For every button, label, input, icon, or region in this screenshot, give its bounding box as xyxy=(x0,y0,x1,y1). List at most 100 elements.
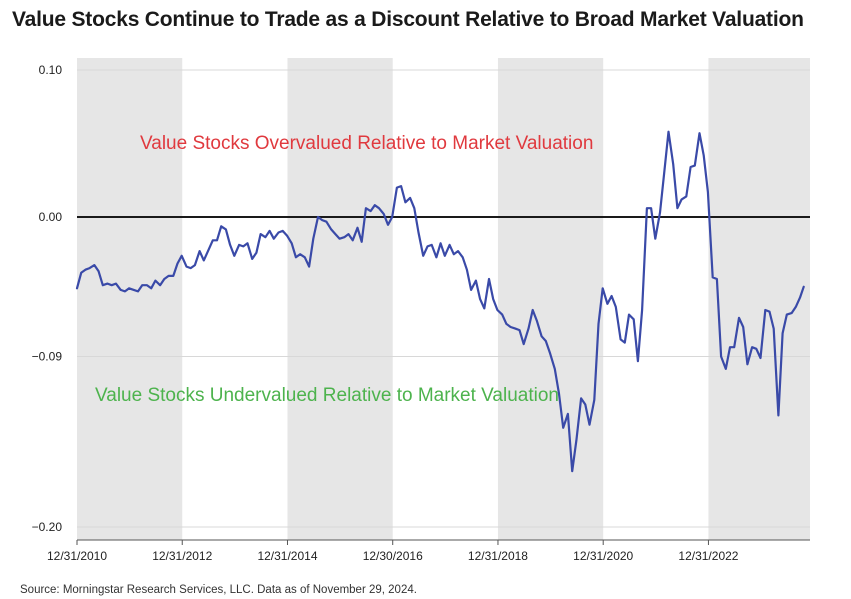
x-tick-label: 12/31/2020 xyxy=(573,549,633,563)
x-tick-label: 12/30/2016 xyxy=(363,549,423,563)
data-point xyxy=(545,340,547,342)
data-point xyxy=(124,290,126,292)
data-point xyxy=(409,197,411,199)
y-tick-label: −0.20 xyxy=(32,520,63,534)
data-point xyxy=(317,216,319,218)
y-tick-label: 0.00 xyxy=(39,210,63,224)
data-point xyxy=(268,230,271,232)
data-point xyxy=(343,236,345,238)
data-point xyxy=(444,255,446,257)
data-point xyxy=(194,264,196,266)
data-point xyxy=(672,163,674,165)
annotations: Value Stocks Overvalued Relative to Mark… xyxy=(95,133,593,406)
data-point xyxy=(89,267,91,269)
x-tick-label: 12/31/2012 xyxy=(152,549,212,563)
data-point xyxy=(225,228,227,230)
data-point xyxy=(76,287,78,289)
data-point xyxy=(611,295,613,297)
data-point xyxy=(606,303,609,305)
data-point xyxy=(338,238,341,240)
y-tick-label: 0.10 xyxy=(39,63,63,77)
data-point xyxy=(479,298,481,300)
data-point xyxy=(536,320,538,322)
data-point xyxy=(597,323,600,325)
data-point xyxy=(106,283,109,285)
data-point xyxy=(154,279,157,282)
data-point xyxy=(308,266,310,268)
data-point xyxy=(264,236,266,238)
data-point xyxy=(387,224,389,226)
x-tick-label: 12/31/2018 xyxy=(468,549,528,563)
data-point xyxy=(273,238,275,240)
data-point xyxy=(654,238,656,240)
y-axis: 0.10 0.00 −0.09 −0.20 xyxy=(32,63,63,534)
data-point xyxy=(615,306,617,308)
data-point xyxy=(646,207,648,209)
data-point xyxy=(633,318,635,320)
data-point xyxy=(426,245,429,248)
overvalued-annotation: Value Stocks Overvalued Relative to Mark… xyxy=(140,133,593,154)
undervalued-annotation: Value Stocks Undervalued Relative to Mar… xyxy=(95,385,559,406)
data-point xyxy=(233,255,235,257)
gridlines xyxy=(77,69,810,528)
data-point xyxy=(84,269,87,271)
data-point xyxy=(681,198,683,200)
data-point xyxy=(593,399,595,401)
data-point xyxy=(435,256,437,258)
data-point xyxy=(558,393,560,395)
data-point xyxy=(150,287,152,289)
shaded-band-2 xyxy=(287,58,393,540)
data-point xyxy=(111,284,113,286)
data-point xyxy=(97,270,100,272)
data-point xyxy=(391,216,393,218)
data-point xyxy=(518,329,521,331)
data-point xyxy=(725,368,727,370)
data-point xyxy=(378,207,380,209)
data-point xyxy=(483,307,485,310)
data-point xyxy=(628,314,630,316)
data-point xyxy=(93,264,95,266)
data-point xyxy=(321,219,323,221)
x-tick-label: 12/31/2022 xyxy=(678,549,738,563)
x-tick-label: 12/31/2010 xyxy=(47,549,107,563)
data-point xyxy=(457,250,459,252)
data-point xyxy=(733,346,735,348)
data-point xyxy=(404,201,406,203)
data-point xyxy=(676,207,678,209)
data-point xyxy=(199,250,201,252)
data-point xyxy=(712,276,714,279)
data-point xyxy=(260,233,262,235)
data-point xyxy=(172,275,174,277)
data-point xyxy=(602,287,604,289)
data-point xyxy=(370,210,372,212)
data-point xyxy=(716,278,718,280)
data-point xyxy=(720,355,722,358)
data-point xyxy=(159,284,161,286)
data-point xyxy=(413,207,415,209)
chart-title: Value Stocks Continue to Trade as a Disc… xyxy=(12,8,804,31)
data-point xyxy=(185,266,188,268)
data-point xyxy=(246,242,249,244)
data-point xyxy=(277,231,280,234)
data-point xyxy=(383,213,385,215)
data-point xyxy=(115,283,117,285)
data-point xyxy=(527,328,530,330)
data-point xyxy=(181,255,183,257)
data-point xyxy=(782,332,784,334)
data-point xyxy=(803,286,805,288)
data-point xyxy=(470,289,472,291)
y-tick-label: −0.09 xyxy=(32,350,63,364)
data-point xyxy=(588,424,591,426)
data-point xyxy=(751,346,753,348)
data-point xyxy=(448,244,451,246)
data-point xyxy=(492,298,494,300)
x-axis: 12/31/2010 12/31/2012 12/31/2014 12/30/2016… xyxy=(47,539,810,563)
data-point xyxy=(220,225,222,227)
data-point xyxy=(255,252,258,254)
shaded-band-3 xyxy=(497,58,604,540)
data-point xyxy=(176,262,179,265)
data-point xyxy=(190,267,192,269)
data-point xyxy=(207,250,209,252)
data-point xyxy=(746,363,748,365)
